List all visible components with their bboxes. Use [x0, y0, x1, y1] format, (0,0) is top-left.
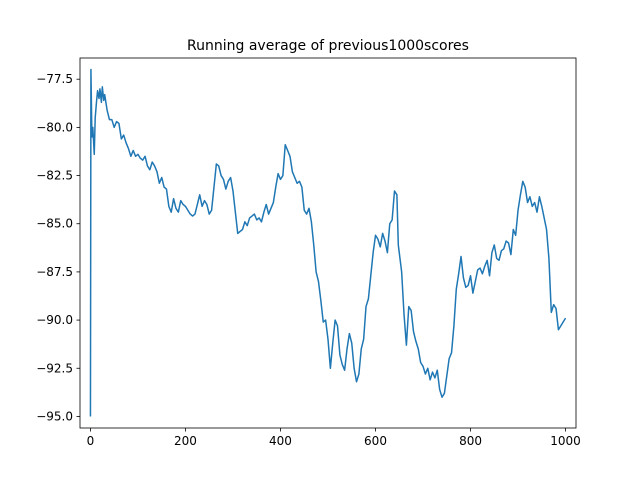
y-tick-label: −82.5 — [36, 169, 73, 183]
y-tick-label: −85.0 — [36, 217, 73, 231]
x-tick-label: 400 — [269, 434, 292, 448]
chart-title: Running average of previous1000scores — [187, 38, 469, 54]
x-tick-label: 600 — [364, 434, 387, 448]
x-tick-label: 0 — [87, 434, 95, 448]
x-tick-label: 1000 — [550, 434, 581, 448]
y-tick-label: −95.0 — [36, 409, 73, 423]
y-tick-label: −90.0 — [36, 313, 73, 327]
y-axis: −95.0 −92.5 −90.0 −87.5 −85.0 −82.5 −80.0 −77.5 — [36, 72, 80, 423]
y-tick-label: −77.5 — [36, 72, 73, 86]
x-tick-label: 800 — [459, 434, 482, 448]
y-tick-label: −87.5 — [36, 265, 73, 279]
axes-frame — [79, 57, 577, 429]
plot-area — [89, 68, 567, 417]
x-tick-label: 200 — [174, 434, 197, 448]
series-line-0 — [89, 68, 567, 417]
y-tick-label: −80.0 — [36, 120, 73, 134]
x-axis: 0 200 400 600 800 1000 — [87, 428, 581, 448]
y-tick-label: −92.5 — [36, 361, 73, 375]
